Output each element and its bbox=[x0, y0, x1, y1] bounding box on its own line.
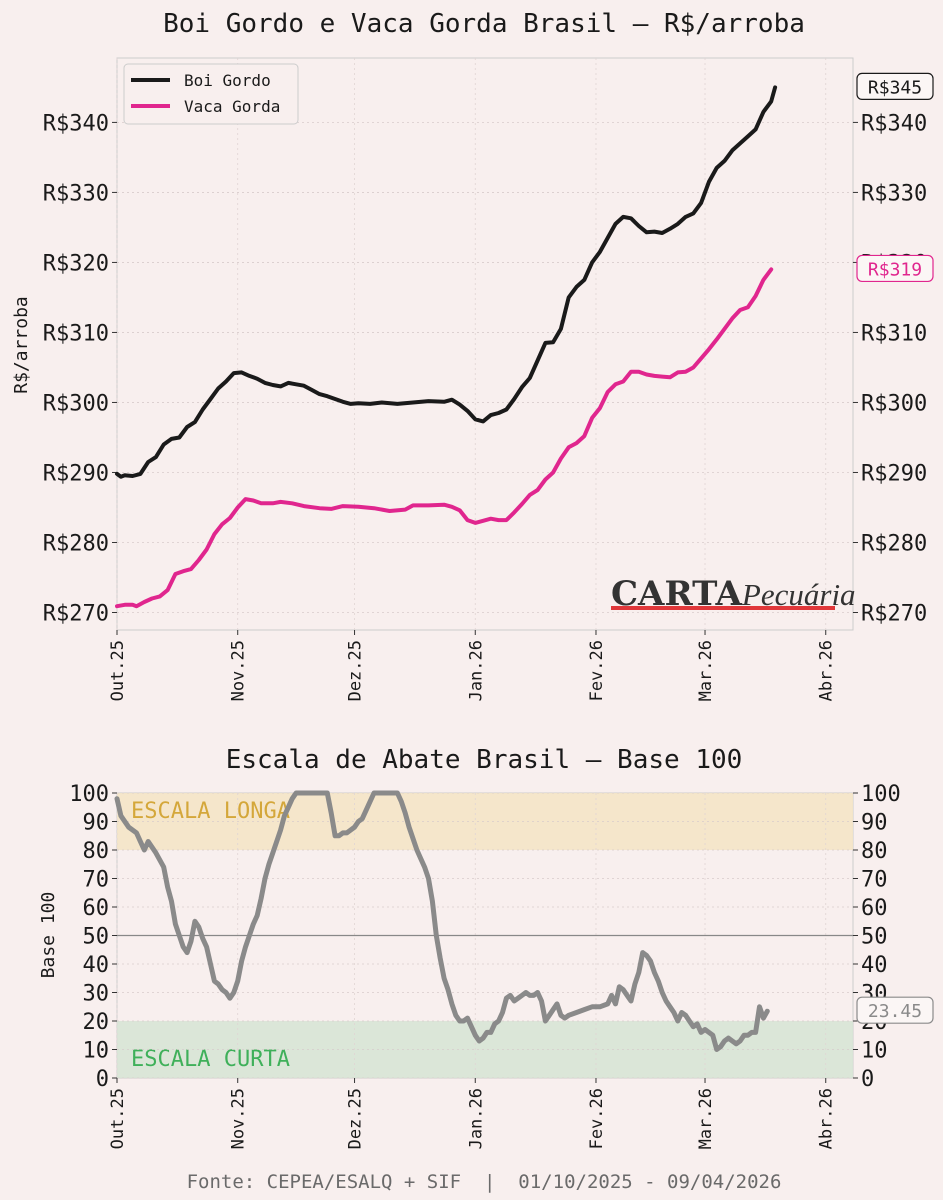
y-tick-label-right: R$340 bbox=[861, 111, 927, 136]
x-tick-label: Jan.26 bbox=[466, 640, 486, 701]
escala-gridlines bbox=[116, 792, 853, 1079]
end-label-boi-gordo: R$345 bbox=[868, 77, 922, 98]
price-y-ticks: R$270 R$270 R$280 R$280 R$290 R$290 R$300 R$300… bbox=[43, 111, 927, 626]
y-tick-label-left: 50 bbox=[83, 925, 110, 950]
y-tick-label-left: 80 bbox=[83, 839, 110, 864]
price-chart-title: Boi Gordo e Vaca Gorda Brasil — R$/arrob… bbox=[163, 9, 805, 39]
y-tick-label-right: 80 bbox=[861, 839, 888, 864]
x-tick-label: Nov.25 bbox=[229, 1088, 249, 1149]
end-label-escala: 23.45 bbox=[868, 1001, 922, 1022]
escala-series bbox=[114, 790, 770, 1052]
y-tick-label-right: 40 bbox=[861, 953, 888, 978]
y-tick-label-left: 40 bbox=[83, 953, 110, 978]
x-tick-label: Mar.26 bbox=[696, 640, 716, 701]
x-tick-label: Fev.26 bbox=[587, 1088, 607, 1149]
price-chart: Boi Gordo e Vaca Gorda Brasil — R$/arrob… bbox=[11, 9, 934, 701]
legend-boi-gordo-label: Boi Gordo bbox=[184, 71, 271, 90]
y-tick-label-left: 20 bbox=[83, 1010, 110, 1035]
y-tick-label-left: 0 bbox=[96, 1067, 109, 1092]
logo-underline bbox=[611, 606, 835, 610]
x-tick-label: Abr.26 bbox=[817, 640, 837, 701]
price-end-labels: R$345 R$319 bbox=[856, 72, 934, 283]
x-tick-label: Nov.25 bbox=[229, 640, 249, 701]
y-tick-label-left: 70 bbox=[83, 868, 110, 893]
y-tick-label-left: 10 bbox=[83, 1039, 110, 1064]
x-tick-label: Abr.26 bbox=[817, 1088, 837, 1149]
y-tick-label-left: R$280 bbox=[43, 531, 109, 556]
series-line-boi-gordo bbox=[115, 85, 778, 479]
y-tick-label-right: R$330 bbox=[861, 181, 927, 206]
y-tick-label-left: R$340 bbox=[43, 111, 109, 136]
x-tick-label: Mar.26 bbox=[696, 1088, 716, 1149]
y-tick-label-right: R$270 bbox=[861, 601, 927, 626]
escala-chart-title: Escala de Abate Brasil — Base 100 bbox=[226, 745, 743, 775]
y-tick-label-right: R$280 bbox=[861, 531, 927, 556]
legend-vaca-gorda-label: Vaca Gorda bbox=[184, 97, 280, 116]
y-tick-label-left: R$310 bbox=[43, 321, 109, 346]
y-tick-label-left: 100 bbox=[69, 782, 109, 807]
y-tick-label-left: R$300 bbox=[43, 391, 109, 416]
escala-zones: ESCALA LONGA ESCALA CURTA bbox=[117, 793, 853, 1078]
y-tick-label-left: 90 bbox=[83, 811, 110, 836]
y-tick-label-right: R$290 bbox=[861, 461, 927, 486]
end-label-box-escala bbox=[856, 996, 934, 1024]
carta-pecuaria-logo: CARTAPecuária bbox=[611, 574, 856, 614]
y-tick-label-right: 60 bbox=[861, 896, 888, 921]
y-tick-label-right: R$310 bbox=[861, 321, 927, 346]
zone-escala-curta bbox=[117, 1021, 853, 1078]
source-footer: Fonte: CEPEA/ESALQ + SIF | 01/10/2025 - … bbox=[187, 1171, 782, 1193]
x-tick-label: Out.25 bbox=[108, 1088, 128, 1149]
x-tick-label: Dez.25 bbox=[346, 1088, 366, 1149]
escala-end-labels: 23.45 bbox=[856, 996, 934, 1024]
x-tick-label: Dez.25 bbox=[346, 640, 366, 701]
zone-escala-longa bbox=[117, 793, 853, 850]
series-line-escala bbox=[114, 790, 770, 1052]
series-line-vaca-gorda bbox=[115, 267, 774, 609]
x-tick-label: Out.25 bbox=[108, 640, 128, 701]
zone-label-escala-curta: ESCALA CURTA bbox=[131, 1047, 290, 1072]
y-tick-label-left: R$320 bbox=[43, 251, 109, 276]
zone-label-escala-longa: ESCALA LONGA bbox=[131, 799, 290, 824]
y-tick-label-right: 50 bbox=[861, 925, 888, 950]
end-label-box-vaca-gorda bbox=[856, 254, 934, 283]
escala-y-axis-label: Base 100 bbox=[38, 892, 59, 979]
y-tick-label-left: R$270 bbox=[43, 601, 109, 626]
end-label-box-boi-gordo bbox=[856, 72, 934, 101]
y-tick-label-left: R$330 bbox=[43, 181, 109, 206]
price-x-ticks: Out.25 Nov.25 Dez.25 Jan.26 Fev.26 Mar.26 Abr.… bbox=[108, 630, 837, 701]
y-tick-label-left: 30 bbox=[83, 982, 110, 1007]
x-tick-label: Jan.26 bbox=[466, 1088, 486, 1149]
y-tick-label-right: R$300 bbox=[861, 391, 927, 416]
price-gridlines bbox=[116, 58, 853, 630]
price-y-axis-label: R$/arroba bbox=[11, 296, 32, 394]
price-legend: Boi Gordo Vaca Gorda bbox=[123, 63, 299, 125]
y-tick-label-right: 10 bbox=[861, 1039, 888, 1064]
escala-x-ticks: Out.25 Nov.25 Dez.25 Jan.26 Fev.26 Mar.26 Abr.… bbox=[108, 1078, 837, 1149]
escala-chart: Escala de Abate Brasil — Base 100 Base 1… bbox=[38, 745, 934, 1149]
x-tick-label: Fev.26 bbox=[587, 640, 607, 701]
y-tick-label-right: 0 bbox=[861, 1067, 874, 1092]
price-series bbox=[115, 85, 778, 609]
y-tick-label-left: 60 bbox=[83, 896, 110, 921]
y-tick-label-right: 90 bbox=[861, 811, 888, 836]
y-tick-label-left: R$290 bbox=[43, 461, 109, 486]
end-label-vaca-gorda: R$319 bbox=[868, 259, 922, 280]
y-tick-label-right: 70 bbox=[861, 868, 888, 893]
y-tick-label-right: 100 bbox=[861, 782, 901, 807]
